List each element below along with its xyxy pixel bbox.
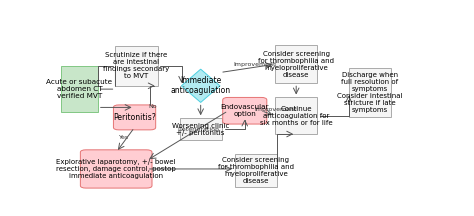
Text: Consider screening
for thrombophilia and
myeloproliferative
disease: Consider screening for thrombophilia and… [218, 157, 294, 184]
FancyBboxPatch shape [275, 45, 317, 83]
FancyBboxPatch shape [81, 150, 152, 188]
Text: Peritonitis?: Peritonitis? [113, 113, 156, 122]
Text: Immediate
anticoagulation: Immediate anticoagulation [171, 76, 231, 95]
Text: Continue
anticoagulation for
six months or for life: Continue anticoagulation for six months … [260, 106, 332, 126]
FancyBboxPatch shape [180, 118, 222, 140]
Text: Worsening clinic
+/- peritonitis: Worsening clinic +/- peritonitis [172, 122, 229, 135]
Text: Yes: Yes [119, 135, 129, 140]
Text: No: No [149, 104, 157, 109]
Text: Explorative laparotomy, +/- bowel
resection, damage control, postop
immediate an: Explorative laparotomy, +/- bowel resect… [56, 159, 176, 179]
FancyBboxPatch shape [275, 97, 317, 134]
Text: Improvement: Improvement [255, 106, 297, 112]
FancyBboxPatch shape [61, 66, 98, 112]
Text: Improvement: Improvement [234, 62, 276, 67]
Text: Acute or subacute
abdomen CT
verified MVT: Acute or subacute abdomen CT verified MV… [46, 79, 112, 99]
Text: Scrutinize if there
are intestinal
findings secondary
to MVT: Scrutinize if there are intestinal findi… [103, 52, 170, 79]
FancyBboxPatch shape [115, 46, 157, 86]
FancyBboxPatch shape [223, 97, 267, 124]
FancyBboxPatch shape [348, 67, 391, 118]
FancyBboxPatch shape [113, 105, 155, 130]
Text: Consider screening
for thrombophilia and
myeloproliferative
disease: Consider screening for thrombophilia and… [258, 51, 334, 78]
Text: Endovascular
option: Endovascular option [220, 104, 269, 117]
Polygon shape [182, 69, 220, 102]
FancyBboxPatch shape [235, 154, 277, 187]
Text: Discharge when
full resolution of
symptoms
Consider intestinal
stricture if late: Discharge when full resolution of sympto… [337, 72, 402, 113]
Text: Deterioration: Deterioration [177, 127, 219, 132]
